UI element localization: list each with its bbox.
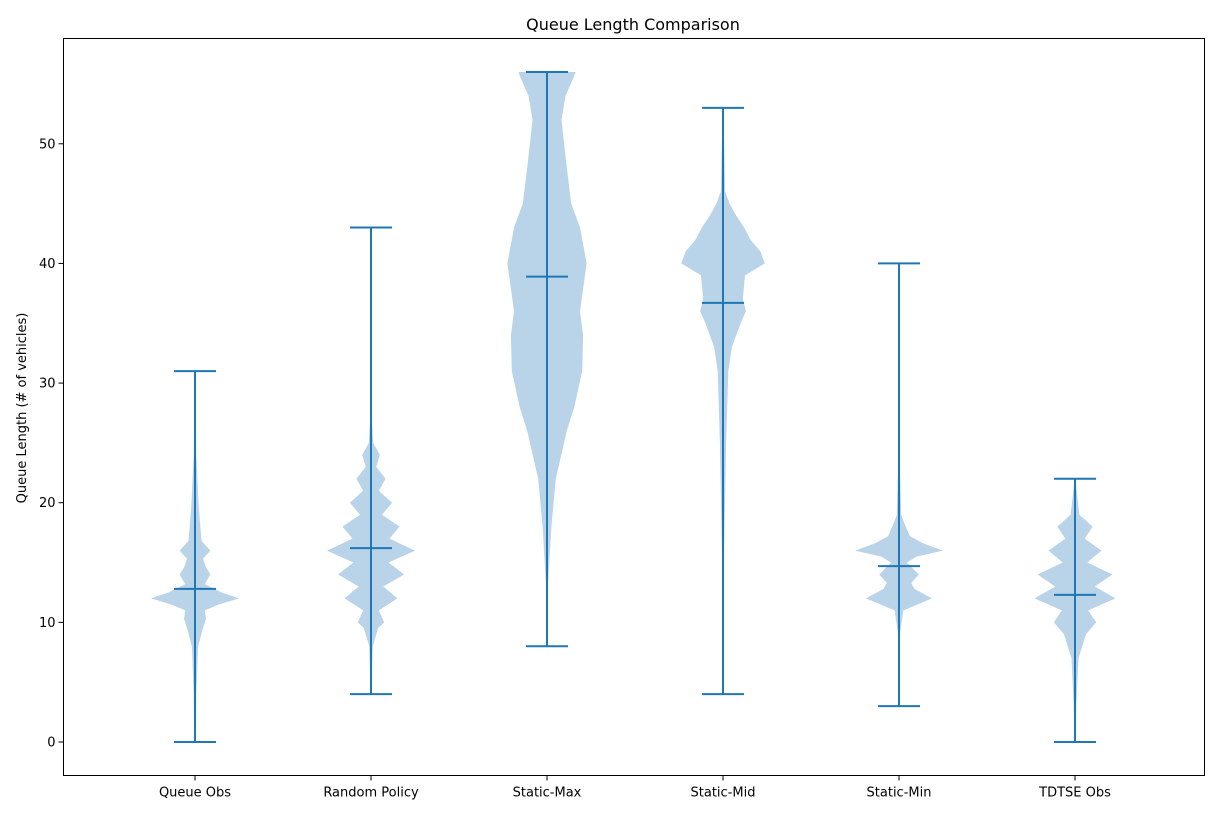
y-axis-label: Queue Length (# of vehicles) (15, 313, 30, 504)
y-tick-label: 30 (39, 377, 56, 392)
x-tick-label: Random Policy (323, 786, 419, 801)
y-tick-label: 20 (39, 496, 56, 511)
chart-title: Queue Length Comparison (526, 15, 740, 34)
y-tick-label: 40 (39, 257, 56, 272)
plot-frame (63, 38, 1205, 776)
violin-layer (151, 71, 1116, 743)
x-tick-label: Static-Max (513, 786, 582, 801)
x-tick-label: Queue Obs (159, 786, 231, 801)
x-tick-label: TDTSE Obs (1038, 786, 1111, 801)
y-tick-label: 50 (39, 137, 56, 152)
x-tick-label: Static-Mid (691, 786, 756, 801)
y-axis: 0 10 20 30 40 50 (39, 137, 64, 751)
y-tick-label: 10 (39, 616, 56, 631)
x-axis: Queue Obs Random Policy Static-Max Static-M… (159, 775, 1111, 801)
y-tick-label: 0 (47, 736, 55, 751)
x-tick-label: Static-Min (867, 786, 932, 801)
